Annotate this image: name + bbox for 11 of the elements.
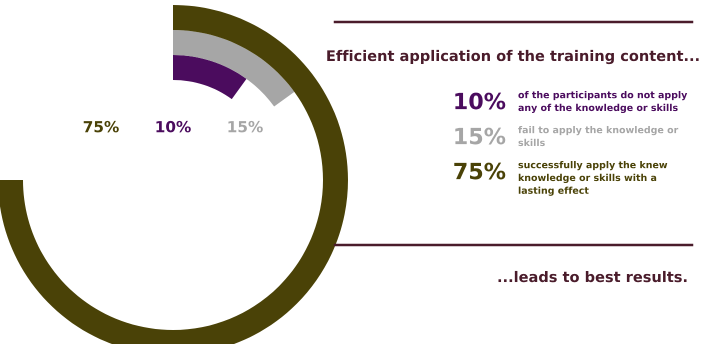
category-label: fail to apply the knowledge or skills: [518, 126, 678, 146]
text: Efficient application of the training content...: [327, 50, 699, 64]
text: 10%: [156, 120, 191, 132]
data-label: 15%: [455, 128, 506, 144]
text: ...leads to best results.: [498, 270, 687, 282]
text: 75%: [84, 120, 119, 132]
category-label: successfully apply the knew knowledge or skills with a lasting effect: [518, 161, 668, 196]
text: 15%: [228, 120, 263, 132]
category-label: of the participants do not apply any of the knowledge or skills: [518, 91, 688, 114]
data-label: 75%: [454, 162, 506, 180]
data-label: 10%: [455, 92, 506, 110]
